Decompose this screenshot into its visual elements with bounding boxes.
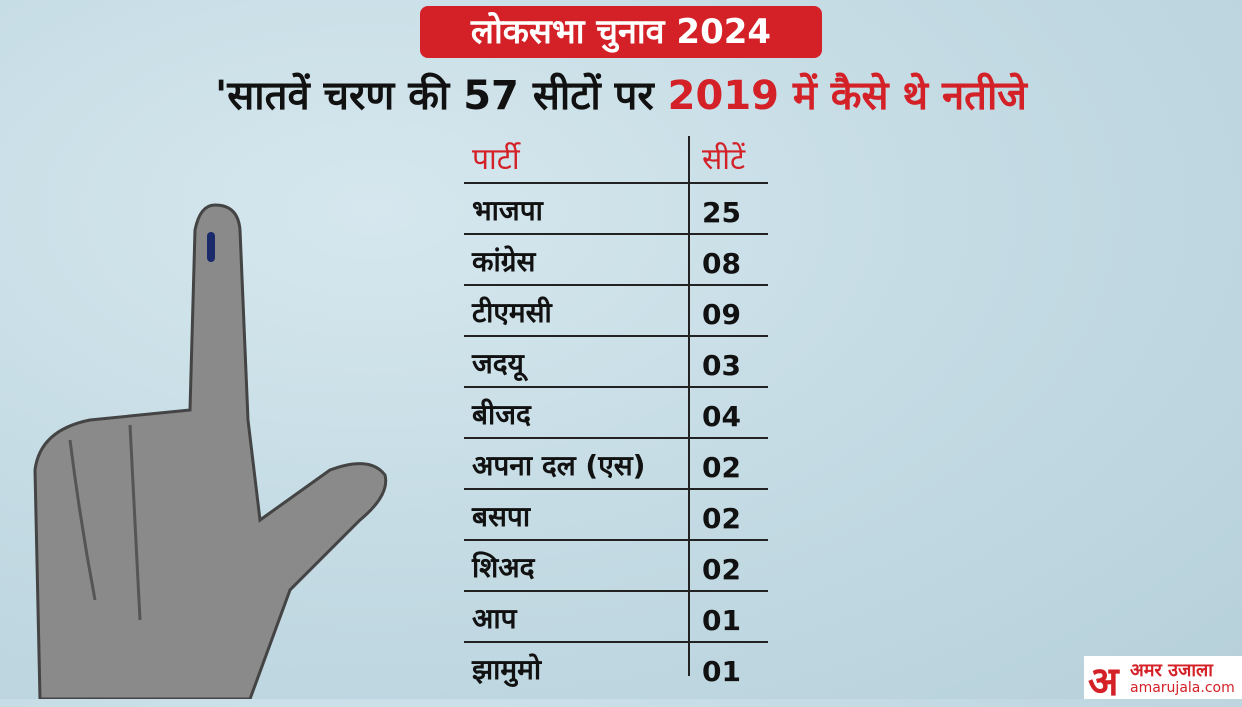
seat-count: 02 bbox=[702, 502, 741, 535]
party-name: जदयू bbox=[472, 347, 524, 380]
table-row: बीजद 04 bbox=[464, 388, 768, 439]
seat-count: 01 bbox=[702, 604, 741, 637]
table-row: बसपा 02 bbox=[464, 490, 768, 541]
table-row: कांग्रेस 08 bbox=[464, 235, 768, 286]
party-name: कांग्रेस bbox=[472, 245, 536, 278]
title-text: 'सातवें चरण की 57 सीटों पर bbox=[215, 73, 668, 119]
seat-count: 01 bbox=[702, 655, 741, 688]
party-name: बसपा bbox=[472, 500, 531, 533]
party-name: अपना दल (एस) bbox=[472, 449, 646, 482]
table-row: अपना दल (एस) 02 bbox=[464, 439, 768, 490]
header-tag: लोकसभा चुनाव 2024 bbox=[420, 6, 822, 58]
party-name: टीएमसी bbox=[472, 296, 552, 329]
seat-count: 25 bbox=[702, 196, 741, 229]
party-name: शिअद bbox=[472, 551, 535, 584]
table-row: टीएमसी 09 bbox=[464, 286, 768, 337]
results-table: पार्टी सीटें भाजपा 25 कांग्रेस 08 टीएमसी 09 जद… bbox=[464, 136, 768, 692]
party-name: झामुमो bbox=[472, 653, 542, 686]
logo: अ अमर उजाला amarujala.com bbox=[1084, 656, 1242, 705]
seat-count: 04 bbox=[702, 400, 741, 433]
column-header: सीटें bbox=[702, 142, 746, 177]
table-row: जदयू 03 bbox=[464, 337, 768, 388]
table-row: झामुमो 01 bbox=[464, 643, 768, 692]
hand-illustration bbox=[33, 203, 388, 699]
party-name: बीजद bbox=[472, 398, 531, 431]
column-divider bbox=[688, 136, 690, 676]
logo-name: अमर उजाला bbox=[1130, 660, 1213, 681]
title: 'सातवें चरण की 57 सीटों पर 2019 में कैसे… bbox=[0, 68, 1242, 124]
column-header: पार्टी bbox=[472, 142, 520, 177]
logo-url: amarujala.com bbox=[1130, 680, 1235, 696]
title-highlight: 2019 में कैसे थे नतीजे bbox=[667, 73, 1027, 119]
table-row: भाजपा 25 bbox=[464, 184, 768, 235]
seat-count: 08 bbox=[702, 247, 741, 280]
seat-count: 02 bbox=[702, 451, 741, 484]
seat-count: 03 bbox=[702, 349, 741, 382]
ink-mark bbox=[207, 232, 215, 262]
party-name: भाजपा bbox=[472, 194, 543, 227]
seat-count: 02 bbox=[702, 553, 741, 586]
seat-count: 09 bbox=[702, 298, 741, 331]
logo-mark: अ bbox=[1088, 659, 1119, 705]
table-header: पार्टी सीटें bbox=[464, 136, 768, 184]
table-row: शिअद 02 bbox=[464, 541, 768, 592]
table-row: आप 01 bbox=[464, 592, 768, 643]
party-name: आप bbox=[472, 602, 517, 635]
